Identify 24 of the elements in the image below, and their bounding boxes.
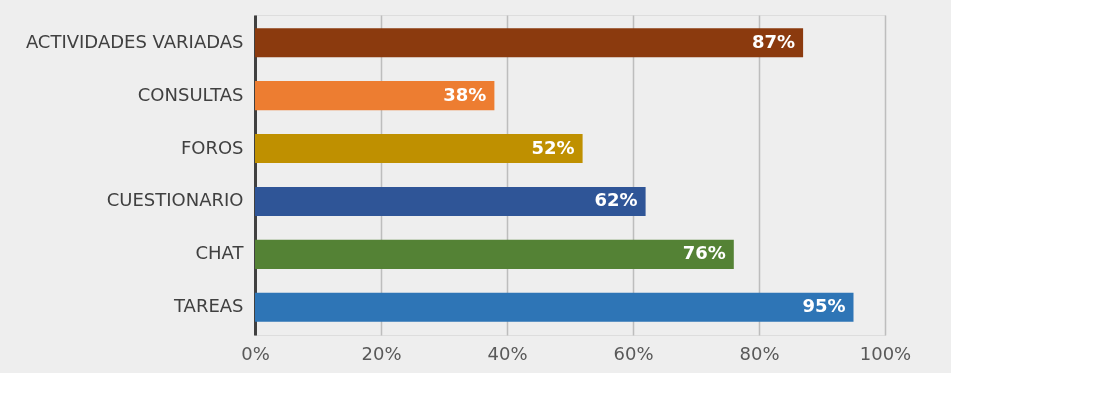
data-label: 38% <box>443 83 487 105</box>
x-tick-label: 100% <box>859 342 912 364</box>
data-label: 87% <box>752 30 796 52</box>
x-tick-label: 0% <box>241 342 270 364</box>
bar <box>255 239 734 269</box>
x-tick-label: 80% <box>739 342 780 364</box>
data-label: 52% <box>531 136 575 158</box>
y-tick-label: CONSULTAS <box>137 83 244 105</box>
bar <box>255 186 646 216</box>
data-label: 76% <box>682 242 726 264</box>
bar <box>255 28 804 58</box>
data-label: 95% <box>802 295 846 317</box>
y-tick-label: CHAT <box>195 242 245 264</box>
data-label: 62% <box>594 189 638 211</box>
y-tick-label: CUESTIONARIO <box>106 189 244 211</box>
x-tick-label: 60% <box>613 342 654 364</box>
y-tick-label: TAREAS <box>172 295 244 317</box>
bar <box>255 134 583 164</box>
y-tick-label: ACTIVIDADES VARIADAS <box>25 30 244 52</box>
bar <box>255 81 495 111</box>
x-tick-label: 40% <box>487 342 528 364</box>
x-tick-label: 20% <box>361 342 402 364</box>
bar <box>255 292 854 322</box>
y-tick-label: FOROS <box>180 136 244 158</box>
